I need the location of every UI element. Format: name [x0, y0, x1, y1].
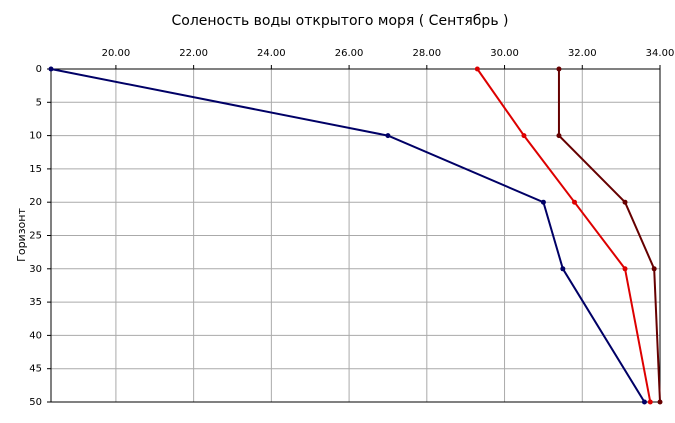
y-tick-label: 40 [29, 330, 42, 341]
x-tick-label: 26.00 [335, 48, 364, 59]
y-tick-label: 10 [29, 131, 42, 142]
y-axis-title: Горизонт [15, 208, 28, 262]
point [521, 133, 527, 139]
x-tick-label: 22.00 [179, 48, 208, 59]
y-tick-label: 30 [29, 264, 42, 275]
point [657, 399, 663, 405]
y-tick-label: 0 [36, 64, 42, 75]
plot-border [50, 68, 661, 403]
point [641, 399, 647, 405]
point [540, 199, 546, 205]
y-tick-label: 45 [29, 364, 42, 375]
point [556, 133, 562, 139]
point [622, 266, 628, 272]
x-tick-label: 32.00 [568, 48, 597, 59]
point [651, 266, 657, 272]
x-tick-label: 24.00 [257, 48, 286, 59]
x-tick-label: 34.00 [646, 48, 675, 59]
point [474, 66, 480, 72]
x-tick-label: 30.00 [490, 48, 519, 59]
y-tick-label: 25 [29, 231, 42, 242]
point [560, 266, 566, 272]
x-tick-label: 28.00 [412, 48, 441, 59]
y-tick-label: 50 [29, 397, 42, 408]
y-tick-label: 15 [29, 164, 42, 175]
y-tick-label: 35 [29, 297, 42, 308]
y-tick-label: 20 [29, 197, 42, 208]
point [571, 199, 577, 205]
point [556, 66, 562, 72]
point [48, 66, 54, 72]
chart-title: Соленость воды открытого моря ( Сентябрь… [172, 13, 509, 29]
point [385, 133, 391, 139]
point [647, 399, 653, 405]
y-tick-label: 5 [36, 97, 42, 108]
point [622, 199, 628, 205]
x-tick-label: 20.00 [102, 48, 131, 59]
